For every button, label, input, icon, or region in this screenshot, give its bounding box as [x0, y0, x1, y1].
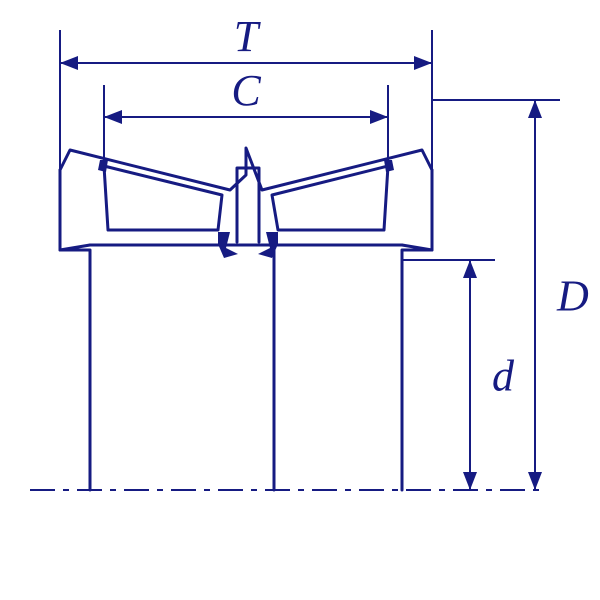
svg-text:D: D	[556, 271, 589, 320]
svg-text:T: T	[234, 12, 262, 61]
svg-text:d: d	[492, 351, 515, 400]
bearing-diagram: TC Dd	[0, 0, 600, 600]
svg-text:C: C	[231, 66, 261, 115]
